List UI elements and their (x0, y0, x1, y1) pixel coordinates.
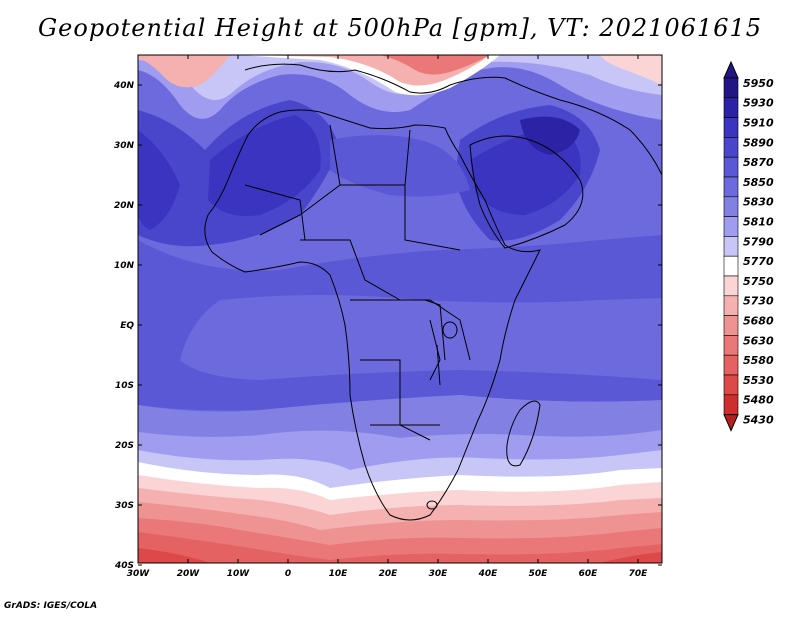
software-credit: GrADS: IGES/COLA (4, 601, 98, 611)
colorbar-segment (723, 97, 739, 118)
lon-tick-label: 10E (329, 569, 349, 579)
colorbar-segment (723, 216, 739, 237)
lat-tick-label: 40S (114, 561, 134, 571)
colorbar-label: 5790 (743, 235, 774, 248)
colorbar-segment (723, 335, 739, 356)
colorbar-segment (723, 77, 739, 99)
colorbar-label: 5830 (743, 196, 774, 209)
colorbar-segment (723, 275, 739, 297)
colorbar-segment (723, 295, 739, 316)
map-frame (137, 54, 663, 564)
colorbar-label: 5850 (743, 176, 774, 189)
colorbar-label: 5870 (743, 156, 774, 169)
colorbar-segment (723, 394, 739, 415)
colorbar-segment (723, 196, 739, 217)
colorbar-segment (723, 236, 739, 257)
colorbar-label: 5950 (743, 77, 774, 90)
colorbar-label: 5890 (743, 136, 774, 149)
colorbar-max-arrow (723, 60, 739, 79)
colorbar-label: 5810 (743, 216, 774, 229)
colorbar-min-arrow (723, 414, 739, 432)
lon-tick-label: 30W (127, 569, 151, 579)
colorbar-segment (723, 374, 739, 396)
colorbar-label: 5580 (743, 354, 774, 367)
colorbar-label: 5430 (743, 414, 774, 427)
lon-tick-label: 20W (177, 569, 201, 579)
map-title: Geopotential Height at 500hPa [gpm], VT:… (38, 14, 762, 42)
colorbar-segment (723, 354, 739, 376)
colorbar-segment (723, 176, 739, 198)
colorbar-label: 5480 (743, 394, 774, 407)
colorbar-label: 5530 (743, 374, 774, 387)
colorbar-segment (723, 137, 739, 158)
lat-tick-label: 20S (115, 441, 134, 451)
lon-tick-label: 70E (629, 569, 649, 579)
lakes (426, 321, 458, 510)
lon-tick-label: 0 (285, 569, 291, 579)
lat-tick-label: 10S (115, 381, 134, 391)
lon-tick-label: 10W (227, 569, 251, 579)
color-legend: 5950 5930 5910 5890 5870 5850 5830 5810 5790 5770… (723, 60, 774, 432)
lon-tick-label: 30E (429, 569, 449, 579)
lon-tick-label: 20E (379, 569, 399, 579)
lat-tick-label: 30N (114, 141, 135, 151)
lat-tick-label: 40N (113, 81, 135, 91)
lat-tick-label: 10N (114, 261, 135, 271)
colorbar-label: 5730 (743, 295, 774, 308)
height-field (138, 55, 662, 563)
colorbar-segment (723, 315, 739, 336)
colorbar-label: 5630 (743, 334, 774, 347)
colorbar-label: 5680 (743, 315, 774, 328)
lon-tick-label: 50E (529, 569, 549, 579)
lon-tick-label: 40E (478, 569, 499, 579)
colorbar-label: 5930 (743, 97, 774, 110)
coastlines (204, 63, 662, 521)
colorbar-segment (723, 255, 739, 277)
lat-tick-label: EQ (120, 321, 134, 331)
lat-tick-label: 30S (115, 501, 134, 511)
colorbar-label: 5910 (743, 117, 774, 130)
lat-tick-label: 20N (114, 201, 135, 211)
longitude-axis: 30W 20W 10W 0 10E 20E 30E 40E 50E 60E 70E (127, 55, 648, 579)
colorbar-segment (723, 156, 739, 178)
colorbar-label: 5750 (743, 275, 774, 288)
colorbar-segment (723, 117, 739, 138)
colorbar-label: 5770 (743, 255, 774, 268)
lon-tick-label: 60E (579, 569, 599, 579)
latitude-axis: 40N 30N 20N 10N EQ 10S 20S 30S 40S (113, 81, 662, 571)
